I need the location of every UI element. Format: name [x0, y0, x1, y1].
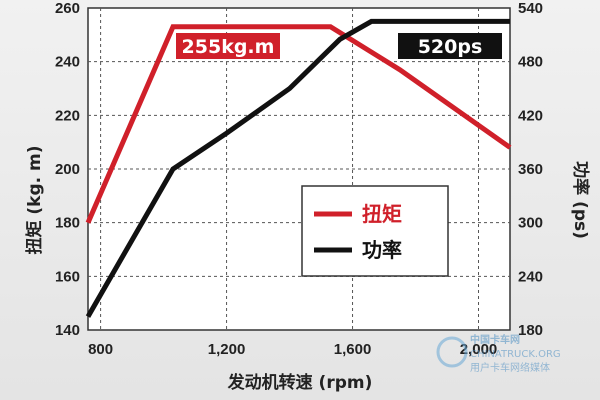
grid: [88, 8, 510, 330]
y-left-tick-label: 180: [55, 215, 80, 232]
axis-titles: 发动机转速 (rpm) 扭矩 (kg. m) 功率 (ps): [24, 145, 591, 393]
x-tick-label: 1,600: [334, 341, 372, 358]
watermark-line2: CHINATRUCK.ORG: [470, 349, 561, 360]
y-right-tick-label: 540: [518, 0, 543, 17]
y-left-tick-label: 220: [55, 107, 80, 124]
watermark-line3: 用户卡车网络媒体: [470, 361, 550, 374]
y-right-tick-label: 420: [518, 107, 543, 124]
x-tick-label: 2,000: [460, 341, 498, 358]
series-line-torque: [85, 24, 512, 224]
callout-label: 520ps: [418, 36, 483, 58]
series-line-power: [85, 18, 510, 318]
watermark-line1: 中国卡车网: [470, 333, 520, 346]
callout-label: 255kg.m: [182, 36, 275, 58]
x-tick-label: 800: [88, 341, 113, 358]
legend-label: 扭矩: [362, 202, 402, 226]
y-right-tick-label: 240: [518, 268, 543, 285]
y-left-tick-label: 140: [55, 322, 80, 339]
watermark: 中国卡车网 CHINATRUCK.ORG 用户卡车网络媒体: [436, 333, 561, 374]
callout-box: [398, 33, 502, 59]
legend-box: [301, 185, 449, 277]
y-right-tick-label: 360: [518, 161, 543, 178]
y-left-tick-label: 240: [55, 54, 80, 71]
y-left-tick-label: 200: [55, 161, 80, 178]
y-right-tick-label: 480: [518, 54, 543, 71]
watermark-logo-icon: [436, 336, 468, 368]
x-axis-title: 发动机转速 (rpm): [227, 372, 373, 393]
y-right-tick-label: 300: [518, 215, 543, 232]
legend-label: 功率: [362, 238, 402, 262]
x-tick-label: 1,200: [208, 341, 246, 358]
callout-box: [176, 33, 280, 59]
annotations: 255kg.m 520ps: [176, 33, 502, 59]
y-left-tick-label: 160: [55, 268, 80, 285]
y-right-tick-label: 180: [518, 322, 543, 339]
y-left-axis-title: 扭矩 (kg. m): [24, 145, 45, 254]
y-right-axis-title: 功率 (ps): [570, 161, 591, 239]
y-left-tick-label: 260: [55, 0, 80, 17]
tick-labels: 140 160 180 200 220 240 260 180 240 300 360 420 480 5…: [55, 0, 543, 358]
series-layer: [85, 18, 512, 318]
